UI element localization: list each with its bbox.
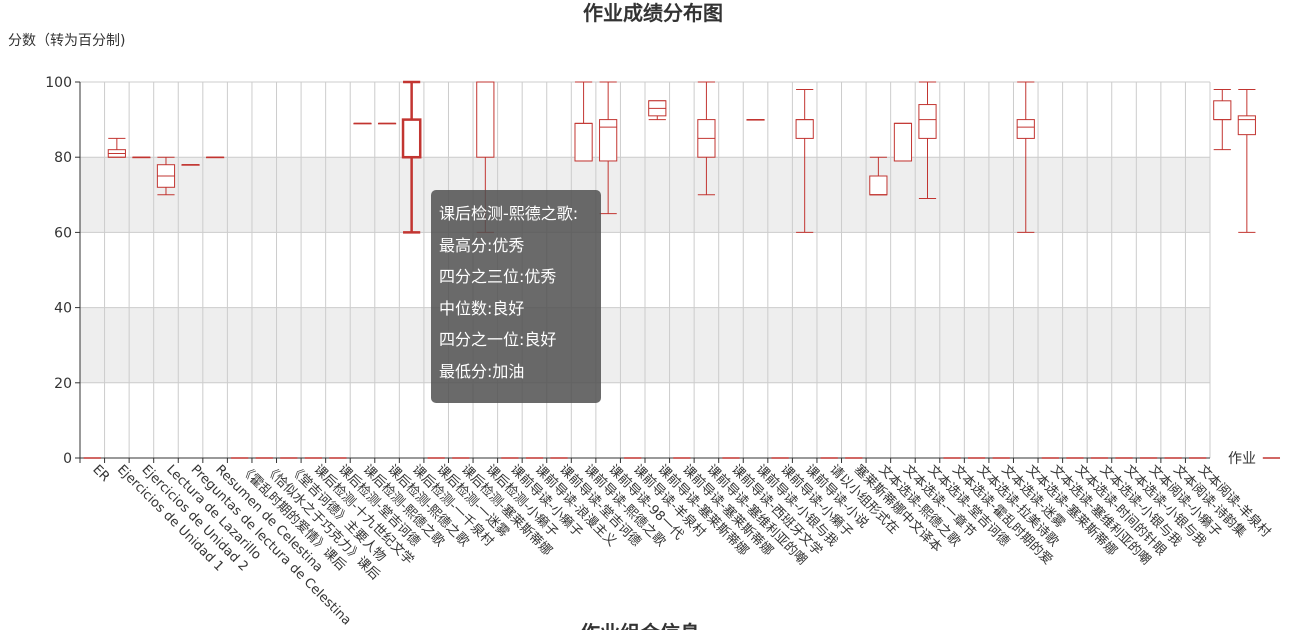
y-tick-label: 20 [54, 376, 72, 392]
x-axis-title: 作业 [1228, 451, 1256, 467]
box-iqr [1237, 115, 1256, 136]
box-32 [869, 156, 888, 196]
box-iqr [893, 122, 913, 162]
box-20 [574, 81, 593, 162]
y-tick-label: 60 [54, 225, 72, 241]
box-27 [746, 119, 765, 121]
tooltip-max: 最高分:优秀 [439, 235, 525, 255]
box-46 [1213, 89, 1232, 151]
tooltip-title: 课后检测-熙德之歌: [439, 204, 579, 223]
box-23 [648, 100, 667, 121]
box-iqr [599, 119, 618, 162]
box-4 [181, 164, 200, 166]
box-iqr [1213, 100, 1232, 121]
box-2 [132, 156, 151, 159]
box-33 [893, 122, 913, 162]
y-axis-title: 分数（转为百分制) [8, 33, 125, 49]
box-iqr [869, 175, 888, 196]
box-1 [107, 137, 126, 158]
box-12 [377, 122, 397, 125]
tooltip-q1: 四分之一位:良好 [439, 330, 557, 349]
y-tick-label: 40 [54, 301, 72, 317]
box-iqr [1016, 119, 1035, 139]
chart-title: 作业成绩分布图 [583, 1, 723, 25]
box-47 [1237, 89, 1256, 233]
y-tick-label: 0 [63, 451, 72, 467]
box-iqr [574, 122, 593, 162]
tooltip-min: 最低分:加油 [439, 361, 525, 381]
box-3 [156, 156, 176, 196]
box-iqr [476, 81, 495, 158]
box-iqr [795, 119, 814, 139]
box-iqr [918, 104, 937, 139]
chart-subtitle: 作业组合信息 [580, 621, 700, 630]
y-tick-label: 80 [54, 150, 72, 166]
box-16 [476, 81, 495, 233]
box-21 [599, 81, 618, 215]
box-34 [918, 81, 937, 200]
box-29 [795, 89, 814, 233]
box-13 [401, 80, 422, 234]
tooltip-median: 中位数:良好 [439, 298, 525, 318]
box-38 [1016, 81, 1035, 233]
box-25 [697, 81, 716, 196]
tooltip: 课后检测-熙德之歌: 最高分:优秀 四分之三位:优秀 中位数:良好 四分之一位:… [431, 190, 601, 403]
tooltip-q3: 四分之三位:优秀 [439, 267, 557, 286]
y-tick-label: 100 [45, 75, 72, 91]
box-5 [206, 156, 225, 159]
box-11 [353, 122, 372, 125]
x-tick-label: ER [89, 462, 112, 485]
box-iqr [401, 118, 422, 159]
